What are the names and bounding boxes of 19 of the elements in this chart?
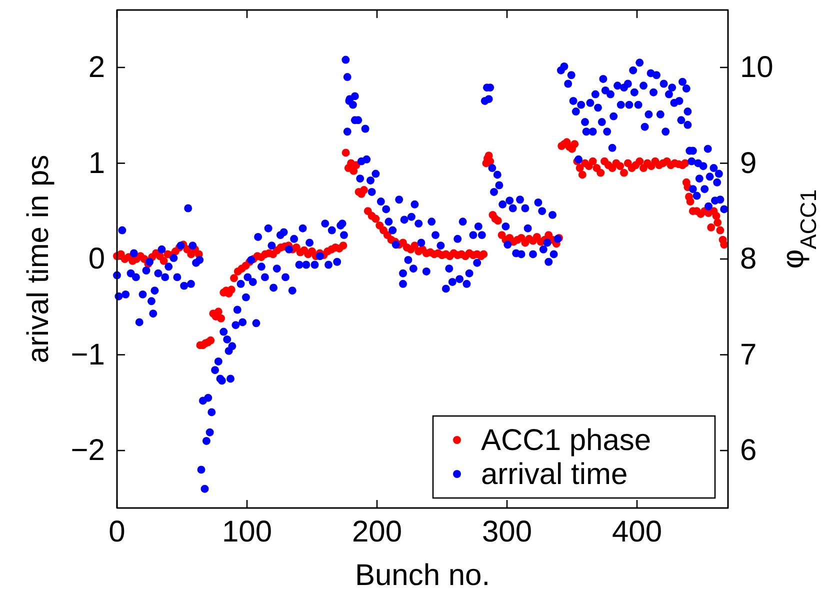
x-tick-label: 400 bbox=[612, 515, 662, 548]
y-tick-label: 1 bbox=[88, 146, 105, 180]
x-axis-title: Bunch no. bbox=[354, 559, 490, 592]
y-tick-label: 0 bbox=[88, 242, 105, 276]
legend-label: ACC1 phase bbox=[481, 424, 652, 457]
x-tick-label: 0 bbox=[108, 515, 126, 548]
y2-tick-label: 8 bbox=[740, 242, 757, 276]
y2-tick-label: 10 bbox=[740, 51, 774, 84]
x-tick-label: 200 bbox=[352, 515, 402, 548]
y-tick-label: −2 bbox=[70, 434, 105, 468]
y2-tick-label: 6 bbox=[740, 434, 757, 468]
y-axis-title: arival time in ps bbox=[22, 154, 55, 364]
y2-tick-label: 7 bbox=[740, 338, 757, 372]
x-tick-label: 300 bbox=[482, 515, 532, 548]
y-tick-label: 2 bbox=[88, 51, 105, 84]
y-tick-label: −1 bbox=[70, 338, 105, 372]
legend-label: arrival time bbox=[481, 458, 628, 491]
y2-tick-label: 9 bbox=[740, 146, 757, 180]
x-tick-label: 100 bbox=[222, 515, 272, 548]
